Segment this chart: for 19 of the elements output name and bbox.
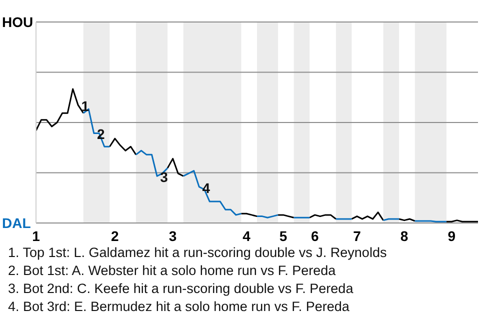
text: 2. Bot 1st: A. Webster hit a solo home run vs F. Pereda [8, 262, 337, 280]
x-tick-label: 2 [111, 228, 120, 244]
x-tick-label: 3 [168, 228, 177, 244]
text: DAL [2, 215, 32, 231]
text: 4. Bot 3rd: E. Bermudez hit a solo home run vs F. Pereda [8, 298, 350, 316]
x-tick-label: 4 [242, 228, 251, 244]
annotation: 3 [160, 169, 168, 186]
x-tick-label: 5 [279, 228, 288, 244]
annotation: 4 [202, 180, 210, 196]
text: 1. Top 1st: L. Galdamez hit a run-scoring double vs J. Reynolds [8, 244, 387, 262]
x-tick-label: 8 [400, 228, 408, 244]
x-tick-label: 1 [32, 228, 40, 244]
x-tick-label: 6 [310, 228, 319, 244]
x-tick-label: 7 [353, 228, 362, 244]
annotation: 2 [96, 126, 105, 142]
x-tick-label: 9 [448, 228, 456, 244]
text: 3. Bot 2nd: C. Keefe hit a run-scoring double vs F. Pereda [8, 280, 354, 298]
text: HOU [2, 14, 34, 30]
annotation: 1 [81, 98, 90, 114]
